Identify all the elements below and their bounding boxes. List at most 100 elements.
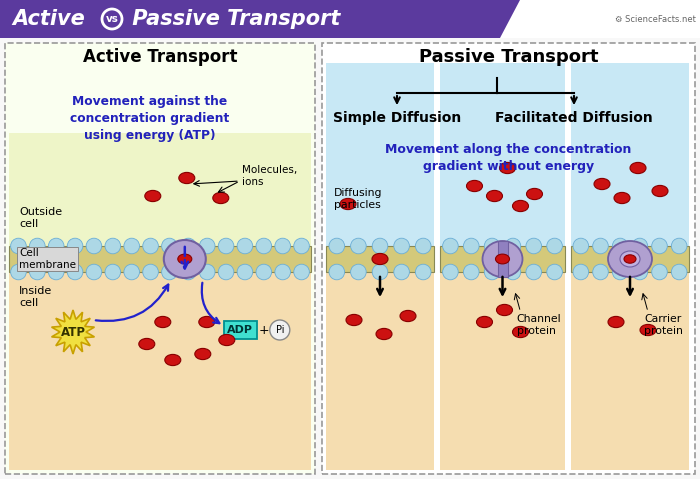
Circle shape — [351, 264, 366, 280]
Circle shape — [573, 238, 589, 254]
Circle shape — [86, 238, 101, 254]
Ellipse shape — [477, 317, 493, 328]
Text: Molecules,
ions: Molecules, ions — [241, 165, 297, 187]
Text: +: + — [258, 323, 269, 337]
Ellipse shape — [608, 241, 652, 277]
Ellipse shape — [594, 178, 610, 190]
Ellipse shape — [608, 317, 624, 328]
Bar — [322, 43, 695, 474]
Circle shape — [10, 264, 26, 280]
Ellipse shape — [213, 193, 229, 204]
Circle shape — [505, 264, 521, 280]
Ellipse shape — [219, 334, 234, 346]
Text: Passive Transport: Passive Transport — [419, 48, 598, 66]
Ellipse shape — [195, 348, 211, 360]
Circle shape — [505, 238, 521, 254]
Ellipse shape — [199, 317, 215, 328]
Circle shape — [671, 238, 687, 254]
Bar — [326, 63, 434, 246]
Bar — [571, 272, 689, 470]
Ellipse shape — [640, 324, 656, 336]
Circle shape — [671, 264, 687, 280]
Bar — [224, 321, 257, 339]
Circle shape — [652, 238, 667, 254]
Text: ATP: ATP — [60, 326, 85, 339]
Circle shape — [237, 264, 253, 280]
Circle shape — [294, 264, 309, 280]
Ellipse shape — [372, 253, 388, 264]
Circle shape — [394, 264, 410, 280]
Circle shape — [394, 238, 410, 254]
Ellipse shape — [340, 198, 356, 210]
Ellipse shape — [614, 193, 630, 204]
Text: Active: Active — [12, 9, 92, 29]
Bar — [9, 133, 311, 246]
Circle shape — [10, 238, 26, 254]
Circle shape — [256, 264, 272, 280]
Circle shape — [547, 238, 562, 254]
Circle shape — [29, 238, 45, 254]
Circle shape — [526, 264, 542, 280]
Bar — [571, 63, 689, 246]
Circle shape — [415, 264, 431, 280]
Circle shape — [547, 264, 562, 280]
Bar — [440, 246, 565, 272]
Polygon shape — [52, 310, 94, 354]
Ellipse shape — [346, 314, 362, 326]
Ellipse shape — [512, 200, 528, 212]
Text: Pi: Pi — [276, 325, 284, 335]
Circle shape — [256, 238, 272, 254]
Text: Movement against the
concentration gradient
using energy (ATP): Movement against the concentration gradi… — [71, 95, 230, 142]
Circle shape — [29, 264, 45, 280]
Circle shape — [442, 238, 458, 254]
Circle shape — [415, 238, 431, 254]
Circle shape — [162, 264, 177, 280]
Circle shape — [270, 320, 290, 340]
Circle shape — [105, 264, 120, 280]
Circle shape — [351, 238, 366, 254]
Ellipse shape — [500, 162, 515, 173]
Circle shape — [612, 238, 628, 254]
Circle shape — [573, 264, 589, 280]
Text: Simple Diffusion: Simple Diffusion — [333, 111, 461, 125]
Circle shape — [143, 264, 158, 280]
Ellipse shape — [139, 338, 155, 350]
Circle shape — [105, 238, 120, 254]
Circle shape — [218, 264, 234, 280]
Circle shape — [526, 238, 542, 254]
Ellipse shape — [164, 354, 181, 365]
Circle shape — [442, 264, 458, 280]
Text: Diffusing
particles: Diffusing particles — [334, 188, 382, 210]
Ellipse shape — [164, 240, 206, 278]
Ellipse shape — [630, 162, 646, 173]
Circle shape — [86, 264, 101, 280]
Circle shape — [124, 264, 139, 280]
Text: Passive Transport: Passive Transport — [125, 9, 340, 29]
Circle shape — [329, 264, 344, 280]
Ellipse shape — [624, 255, 636, 263]
Ellipse shape — [466, 181, 482, 192]
Circle shape — [124, 238, 139, 254]
Ellipse shape — [145, 190, 161, 202]
Text: Movement along the concentration
gradient without energy: Movement along the concentration gradien… — [385, 143, 631, 173]
Ellipse shape — [526, 188, 542, 200]
Bar — [440, 272, 565, 470]
Text: Carrier
protein: Carrier protein — [644, 314, 683, 336]
Ellipse shape — [496, 254, 510, 264]
Ellipse shape — [178, 254, 192, 264]
Ellipse shape — [376, 329, 392, 340]
Text: Facilitated Diffusion: Facilitated Diffusion — [495, 111, 653, 125]
Circle shape — [484, 238, 500, 254]
Circle shape — [372, 264, 388, 280]
Circle shape — [67, 238, 83, 254]
Text: Active Transport: Active Transport — [83, 48, 237, 66]
Text: Channel
protein: Channel protein — [517, 314, 561, 336]
Circle shape — [218, 238, 234, 254]
Ellipse shape — [496, 304, 512, 316]
Bar — [440, 63, 565, 246]
Circle shape — [593, 264, 608, 280]
Circle shape — [612, 264, 628, 280]
Circle shape — [67, 264, 83, 280]
Circle shape — [102, 9, 122, 29]
Circle shape — [48, 264, 64, 280]
